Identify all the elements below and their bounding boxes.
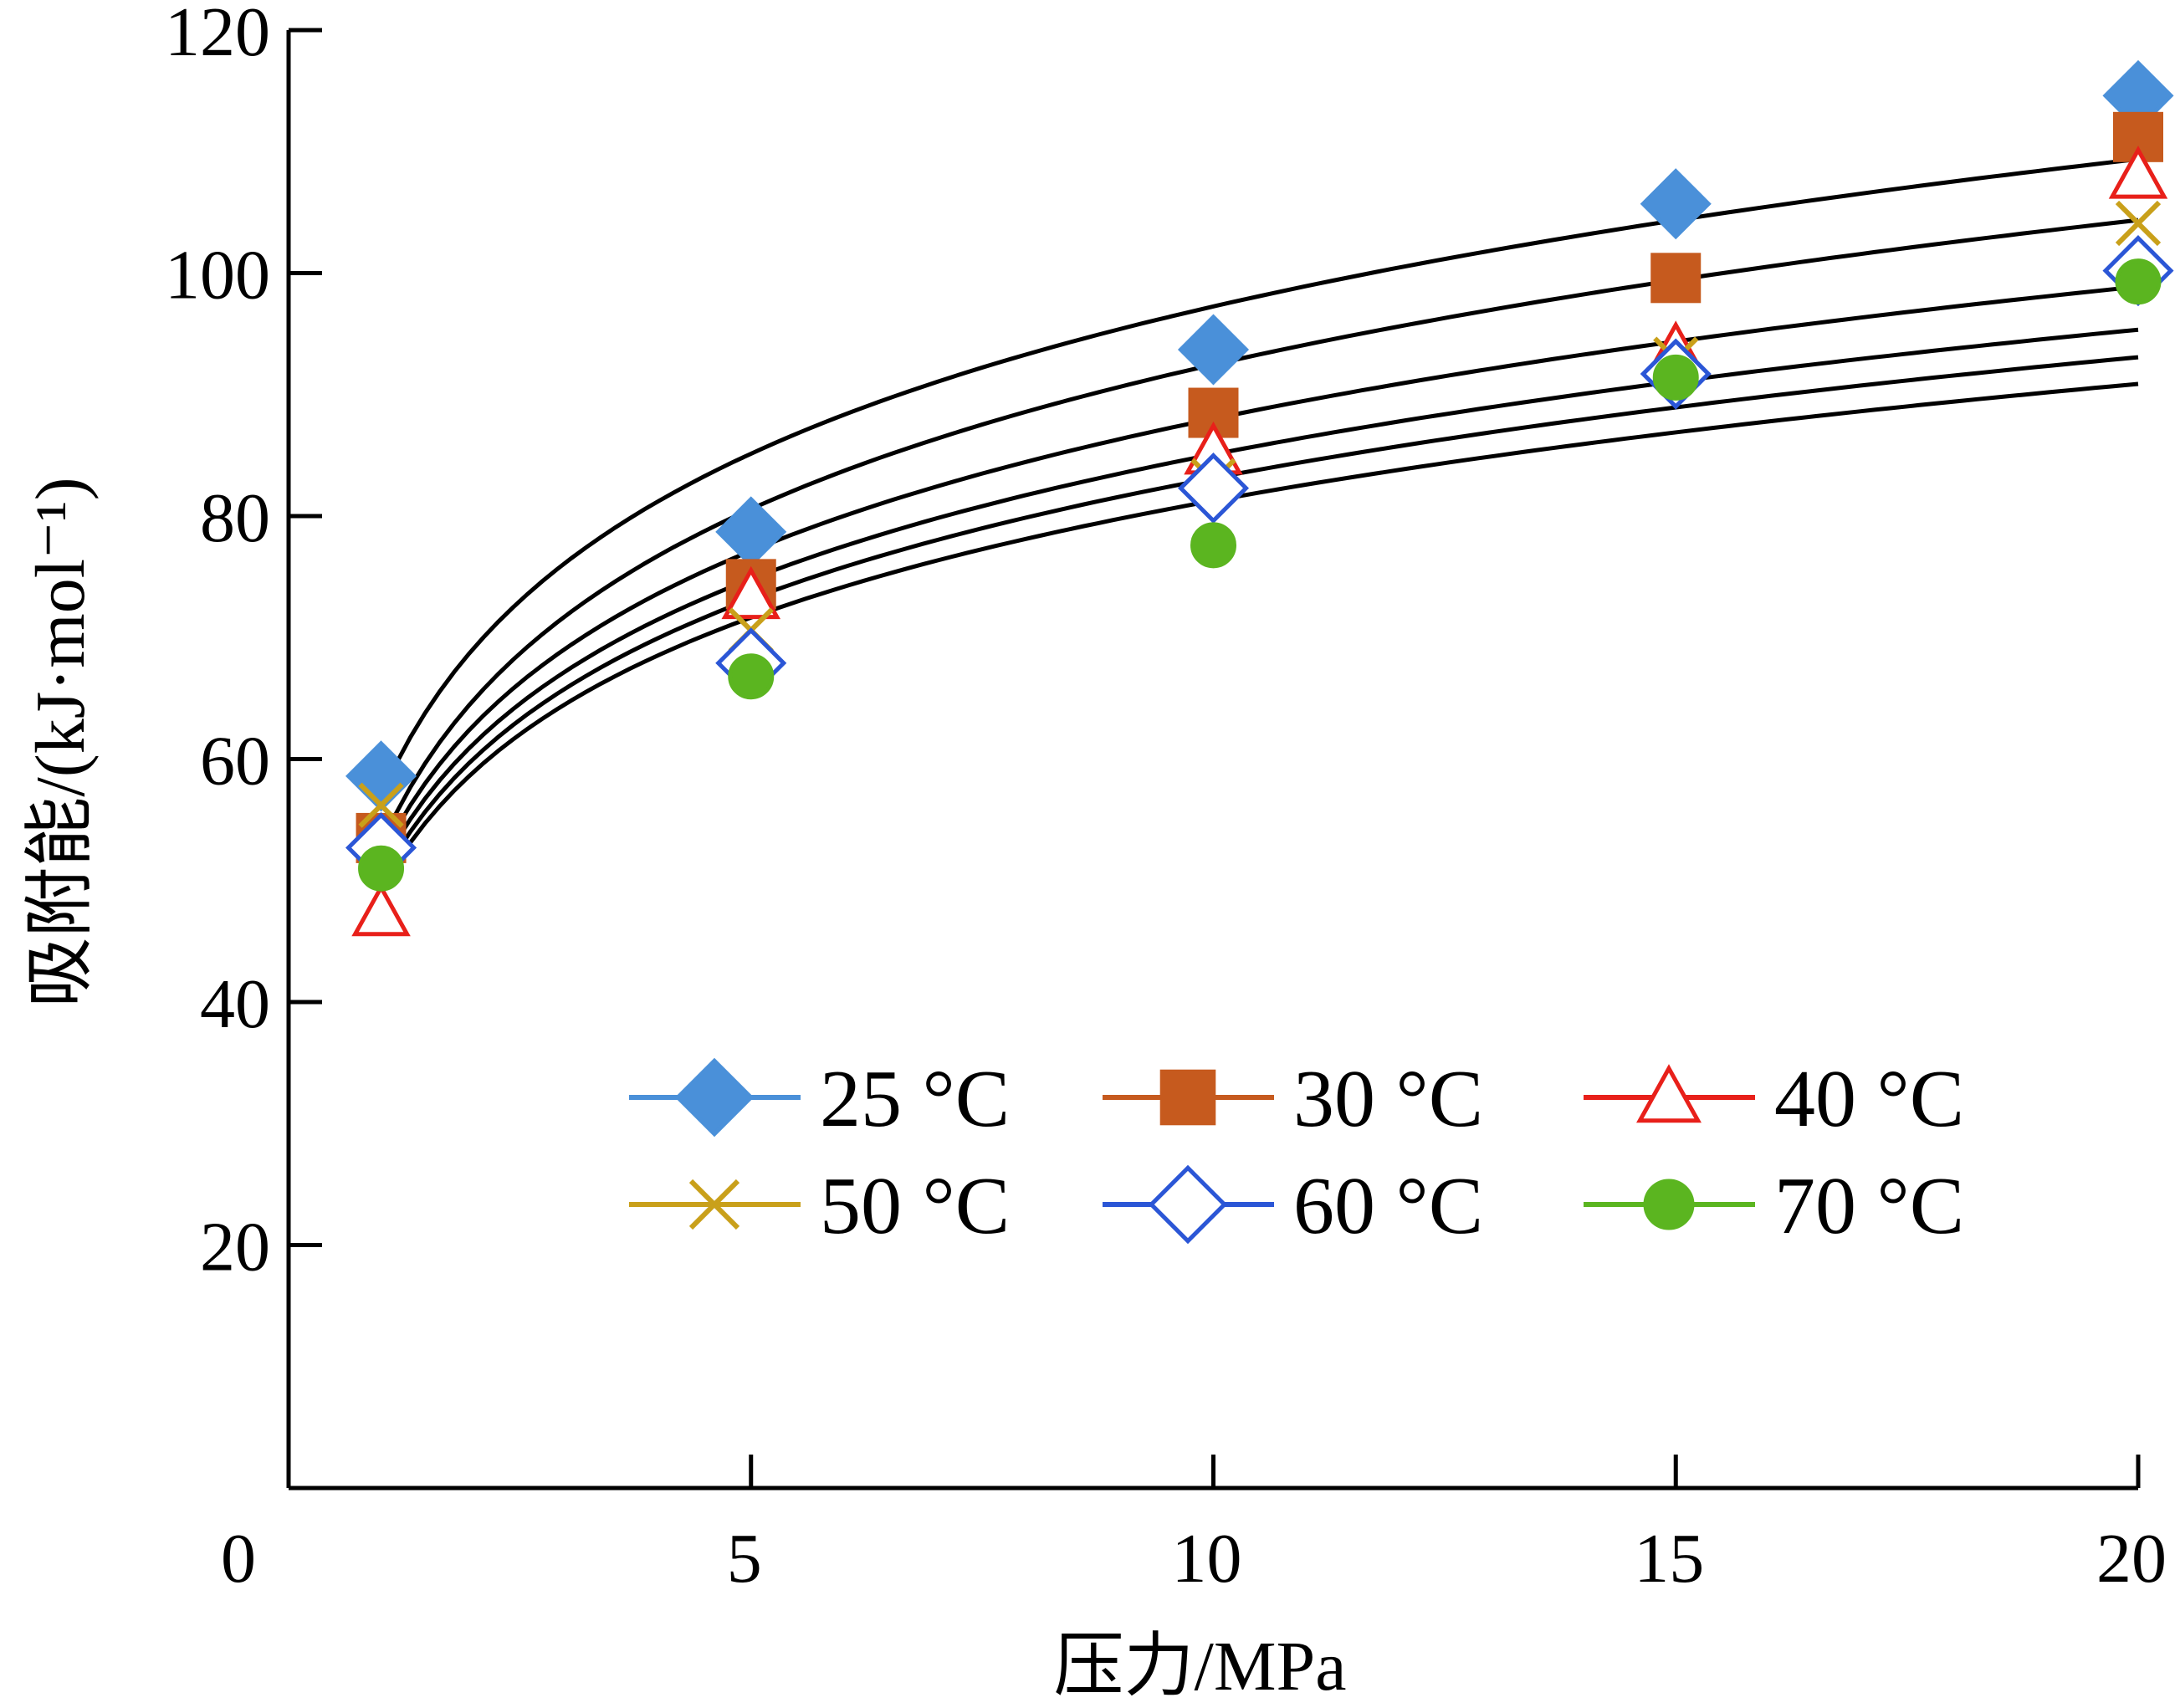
x-tick-label: 0 [221, 1520, 256, 1598]
x-tick-label: 15 [1634, 1520, 1704, 1598]
legend-label: 30 °C [1293, 1054, 1483, 1144]
legend-marker [1148, 1164, 1228, 1245]
y-tick-label: 80 [200, 479, 270, 557]
legend-marker [1159, 1069, 1216, 1126]
legend-marker [1636, 1064, 1702, 1123]
data-point [1652, 354, 1699, 401]
data-point [1190, 522, 1236, 569]
legend-label: 40 °C [1774, 1054, 1964, 1144]
data-point [1177, 314, 1250, 386]
data-point [728, 653, 775, 700]
data-point [715, 496, 787, 568]
legend-label: 70 °C [1774, 1161, 1964, 1251]
fit-curve [379, 284, 2139, 859]
legend-label: 50 °C [820, 1161, 1010, 1251]
legend-label: 60 °C [1293, 1161, 1483, 1251]
y-tick-label: 100 [165, 237, 270, 314]
data-point [2115, 200, 2162, 247]
y-tick-label: 20 [200, 1209, 270, 1286]
data-point [1640, 168, 1712, 240]
data-point [2108, 146, 2168, 199]
x-tick-label: 20 [2096, 1520, 2167, 1598]
fit-curve [379, 156, 2139, 797]
legend-marker [1643, 1179, 1695, 1230]
fit-curve [379, 355, 2139, 881]
y-axis-title: 吸附能/(kJ·mol⁻¹) [22, 477, 100, 1007]
data-point [1177, 453, 1250, 524]
fit-curve [379, 327, 2139, 870]
fit-curve [379, 217, 2139, 846]
data-point [358, 845, 405, 892]
axes: 20 40 60 80 100 120 0 5 10 15 20 压力/MPa 吸附能/(kJ·mol⁻… [22, 0, 2167, 1705]
fit-curves [379, 156, 2139, 890]
data-point [351, 882, 411, 937]
legend-marker [674, 1057, 755, 1138]
data-markers [345, 59, 2174, 937]
x-tick-label: 5 [727, 1520, 762, 1598]
data-point [358, 782, 404, 828]
data-point [721, 565, 780, 620]
x-axis-title: 压力/MPa [1053, 1628, 1346, 1705]
data-point [2115, 258, 2162, 305]
fit-curve [379, 381, 2139, 890]
legend: 25 °C 30 °C 40 °C 50 °C 60 °C 70 °C [629, 1054, 1964, 1251]
y-tick-label: 60 [200, 723, 270, 800]
y-tick-label: 40 [200, 965, 270, 1043]
legend-marker [688, 1179, 740, 1230]
data-point [1650, 253, 1702, 304]
x-tick-label: 10 [1172, 1520, 1242, 1598]
legend-label: 25 °C [820, 1054, 1010, 1144]
y-tick-label: 120 [165, 0, 270, 71]
